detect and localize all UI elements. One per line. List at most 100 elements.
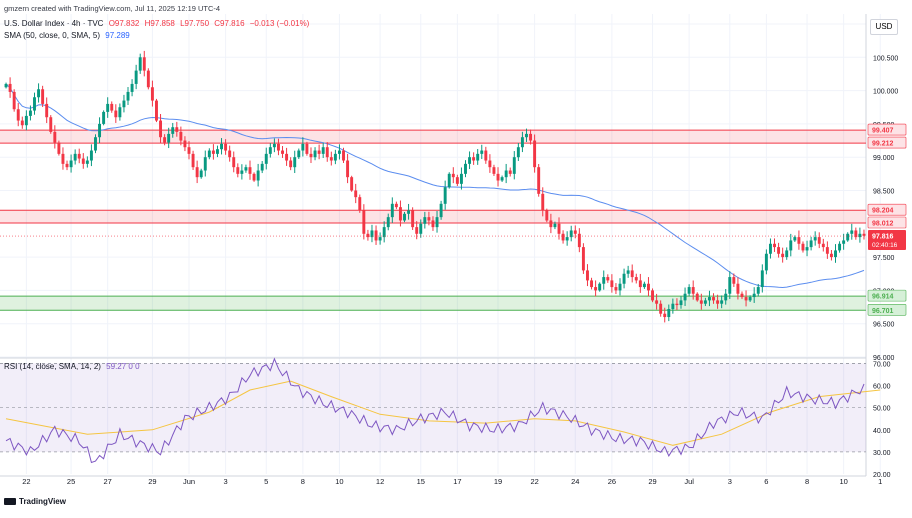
sma-legend[interactable]: SMA (50, close, 0, SMA, 5) 97.289 xyxy=(4,31,133,40)
candle-body xyxy=(94,137,97,151)
candle-body xyxy=(707,297,711,301)
rsi-tick-label: 40.00 xyxy=(873,428,891,435)
candle-body xyxy=(203,157,207,171)
candle-body xyxy=(468,157,472,164)
candle-body xyxy=(272,143,276,148)
candle-body xyxy=(838,243,842,251)
time-tick-label: 15 xyxy=(417,477,425,486)
bar-countdown: 02:40:16 xyxy=(872,242,898,249)
candle-body xyxy=(28,110,32,116)
candle-body xyxy=(354,190,358,198)
candle-body xyxy=(805,247,809,251)
time-tick-label: 27 xyxy=(104,477,112,486)
candle-body xyxy=(642,283,646,288)
rsi-tick-label: 70.00 xyxy=(873,361,891,368)
rsi-tick-label: 50.00 xyxy=(873,406,891,413)
candle-body xyxy=(228,150,232,158)
zone-price-label: 99.407 xyxy=(872,128,894,135)
candle-body xyxy=(862,233,866,236)
candle-body xyxy=(183,140,187,148)
candle-body xyxy=(305,143,309,154)
candle-body xyxy=(598,283,602,291)
candle-body xyxy=(370,230,374,238)
rsi-legend[interactable]: RSI (14, close, SMA, 14, 2) 59.27 0 0 xyxy=(4,362,143,371)
candle-body xyxy=(301,143,305,151)
last-price-tag xyxy=(868,230,906,251)
candle-body xyxy=(732,277,736,284)
candle-body xyxy=(435,217,439,228)
time-tick-label: 6 xyxy=(764,477,768,486)
candle-body xyxy=(683,293,687,301)
candle-body xyxy=(142,57,146,71)
candle-body xyxy=(691,287,695,294)
tradingview-logo[interactable]: TradingView xyxy=(4,497,66,506)
tradingview-logo-icon xyxy=(4,498,16,506)
candle-body xyxy=(122,100,126,108)
candle-body xyxy=(520,137,524,148)
zone-price-label: 96.701 xyxy=(872,308,894,315)
candle-body xyxy=(720,300,724,304)
price-tick-label: 99.000 xyxy=(873,155,895,162)
symbol-legend[interactable]: U.S. Dollar Index · 4h · TVC O97.832 H97… xyxy=(4,19,312,28)
rsi-label: RSI (14, close, SMA, 14, 2) xyxy=(4,362,101,371)
candle-body xyxy=(492,167,496,174)
candle-body xyxy=(756,287,760,294)
candle-body xyxy=(175,127,179,132)
candle-body xyxy=(638,280,642,288)
zone-price-tag xyxy=(867,136,907,149)
candle-body xyxy=(829,253,833,258)
candle-body xyxy=(464,163,467,174)
time-tick-label: 24 xyxy=(571,477,579,486)
sma-value: 97.289 xyxy=(105,31,130,40)
candle-body xyxy=(16,109,20,121)
tradingview-brand: TradingView xyxy=(19,497,66,506)
candle-body xyxy=(801,243,805,251)
candle-body xyxy=(114,110,118,118)
candle-body xyxy=(618,283,622,291)
candle-body xyxy=(748,297,752,301)
candle-body xyxy=(699,300,703,304)
candle-body xyxy=(671,303,675,310)
candle-body xyxy=(679,300,683,306)
candle-body xyxy=(264,153,268,164)
candle-body xyxy=(317,150,321,154)
candle-body xyxy=(703,300,707,304)
currency-button[interactable]: USD xyxy=(870,19,898,35)
candle-body xyxy=(573,230,577,234)
candle-body xyxy=(476,153,480,161)
price-tick-label: 100.000 xyxy=(873,89,898,96)
candle-body xyxy=(846,233,850,241)
zone-price-tag xyxy=(867,203,907,216)
time-tick-label: 1 xyxy=(878,477,882,486)
candle-body xyxy=(431,220,435,228)
candle-body xyxy=(293,157,297,168)
candle-body xyxy=(20,120,24,126)
candle-body xyxy=(659,303,663,314)
candle-body xyxy=(268,147,272,154)
candle-body xyxy=(525,133,528,138)
candle-body xyxy=(211,150,215,154)
zone-price-tag xyxy=(867,216,907,229)
candle-body xyxy=(647,283,650,291)
candle-body xyxy=(248,167,252,174)
candle-body xyxy=(313,150,317,158)
candle-body xyxy=(630,270,634,278)
candle-body xyxy=(386,217,390,228)
candle-body xyxy=(110,103,114,111)
candle-body xyxy=(427,217,431,221)
candle-body xyxy=(403,213,406,221)
candle-body xyxy=(163,137,167,143)
candle-body xyxy=(276,143,280,151)
time-tick-label: 5 xyxy=(264,477,268,486)
candle-body xyxy=(281,150,284,154)
candle-body xyxy=(529,133,533,141)
candle-body xyxy=(106,103,110,112)
candle-body xyxy=(138,57,142,71)
candle-body xyxy=(504,170,508,178)
candle-body xyxy=(728,277,732,294)
candle-body xyxy=(781,253,785,258)
candle-body xyxy=(512,157,516,174)
candle-body xyxy=(651,290,654,301)
